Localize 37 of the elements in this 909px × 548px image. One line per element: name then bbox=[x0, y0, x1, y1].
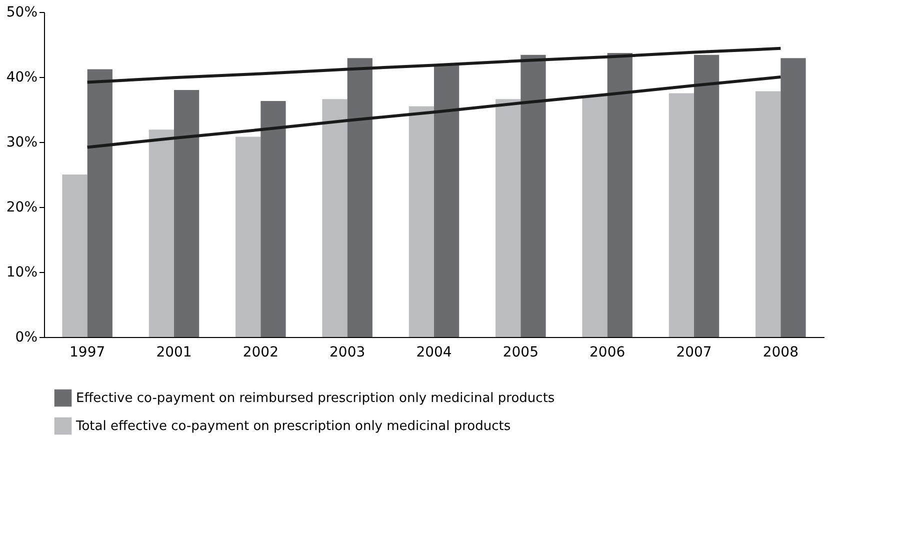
line-series bbox=[86, 76, 782, 149]
bar bbox=[87, 69, 112, 337]
bar bbox=[780, 58, 806, 337]
x-tick-label: 2006 bbox=[590, 344, 626, 360]
x-tick-label: 2002 bbox=[242, 344, 278, 360]
legend-label: Effective co-payment on reimbursed prescription only medicinal products bbox=[76, 391, 555, 406]
bar bbox=[174, 90, 200, 337]
bar bbox=[607, 52, 632, 337]
x-tick-label: 2008 bbox=[762, 344, 798, 360]
y-tick-label: 40% bbox=[6, 70, 38, 86]
x-tick-label: 1997 bbox=[70, 344, 106, 360]
y-tick-label: 10% bbox=[6, 264, 38, 280]
legend-label: Total effective co-payment on prescription only medicinal products bbox=[75, 419, 511, 434]
bar bbox=[694, 54, 720, 337]
x-tick-label: 2003 bbox=[330, 344, 366, 360]
bar bbox=[756, 91, 781, 337]
bar bbox=[148, 130, 174, 337]
x-tick-label: 2004 bbox=[416, 344, 452, 360]
bar bbox=[260, 101, 286, 337]
y-tick-label: 50% bbox=[6, 4, 38, 20]
bar bbox=[236, 136, 261, 337]
x-tick-label: 2001 bbox=[156, 344, 192, 360]
x-tick-label: 2005 bbox=[502, 344, 538, 360]
bar bbox=[322, 99, 348, 337]
bar bbox=[668, 93, 694, 337]
y-tick-label: 30% bbox=[6, 134, 38, 150]
bar bbox=[347, 58, 372, 337]
bar bbox=[408, 106, 434, 337]
line-series bbox=[86, 46, 782, 84]
bar bbox=[62, 174, 88, 337]
y-tick-label: 0% bbox=[15, 330, 38, 346]
x-tick-label: 2007 bbox=[676, 344, 712, 360]
bar bbox=[582, 96, 608, 337]
y-tick-label: 20% bbox=[6, 200, 38, 216]
bar bbox=[496, 99, 521, 337]
bar bbox=[434, 64, 460, 337]
bar bbox=[520, 54, 546, 337]
